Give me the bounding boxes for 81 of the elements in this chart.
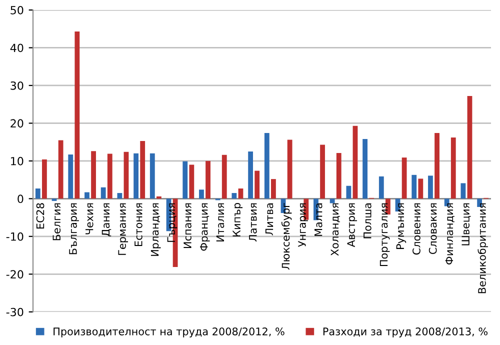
y-tick-label: 20 (10, 119, 24, 128)
x-tick-label: Полша (364, 203, 372, 238)
x-tick-label: Литва (265, 203, 274, 236)
bar (58, 140, 64, 199)
x-tick-label: Ирландия (150, 203, 161, 256)
x-tick-label: Гърция (167, 203, 178, 242)
x-tick-label: Малта (314, 203, 322, 236)
bar (91, 151, 96, 199)
bar (68, 154, 74, 199)
bar (182, 161, 188, 199)
bar (264, 133, 270, 199)
legend-label: Производителност на труда 2008/2012, % (54, 327, 284, 338)
bar (156, 196, 162, 199)
x-tick-label: България (69, 203, 79, 254)
bar (140, 140, 146, 199)
x-tick-label: Словакия (428, 203, 437, 254)
bar (199, 190, 204, 199)
bar (320, 144, 325, 199)
bar (346, 186, 352, 199)
bar (402, 158, 407, 199)
y-tick-label: -10 (6, 232, 24, 241)
x-tick-label: Люксембург (281, 202, 292, 270)
bar (134, 153, 139, 199)
x-tick-label: Естония (134, 203, 142, 246)
bar (189, 164, 194, 199)
bar (74, 32, 80, 199)
x-tick-label: Австрия (347, 203, 358, 248)
bar (330, 198, 335, 204)
x-tick-label: Словения (412, 203, 420, 255)
bar (336, 153, 342, 199)
x-tick-label: ЕС28 (36, 203, 44, 229)
bar (84, 192, 90, 199)
x-tick-label: Белгия (52, 203, 61, 240)
bar (428, 176, 433, 199)
bar (418, 178, 424, 199)
x-tick-label: Латвия (249, 203, 257, 242)
bar (287, 140, 292, 199)
bar (42, 159, 47, 199)
bar (460, 183, 466, 199)
bar (107, 154, 112, 199)
x-tick-label: Чехия (86, 203, 94, 234)
bar (467, 96, 472, 199)
bar (378, 176, 384, 199)
y-tick-label: 10 (11, 156, 24, 166)
y-tick-label: 0 (18, 194, 24, 204)
y-tick-label: -20 (6, 270, 24, 279)
x-tick-label: Финландия (445, 203, 454, 264)
x-tick-label: Франция (200, 203, 210, 251)
bar (100, 187, 106, 199)
bar (362, 139, 368, 199)
bar (248, 152, 254, 199)
bar (117, 193, 122, 199)
bar (450, 138, 456, 199)
y-tick-label: 40 (10, 44, 24, 52)
y-tick-label: -30 (6, 308, 24, 316)
bar (434, 133, 440, 199)
bar (124, 152, 129, 199)
bar (35, 188, 40, 199)
bar (254, 170, 260, 199)
x-tick-label: Унгария (298, 203, 308, 247)
x-tick-label: Италия (216, 203, 224, 242)
y-tick-label: 50 (10, 6, 24, 14)
bar (270, 179, 276, 199)
x-tick-label: Кипър (232, 203, 243, 236)
legend-label: Разходи за труд 2008/2013, % (323, 327, 488, 338)
bar (150, 153, 155, 199)
x-tick-label: Холандия (330, 203, 340, 256)
x-tick-label: Португалия (380, 203, 390, 266)
x-tick-label: Великобритания (478, 203, 488, 294)
x-tick-label: Испания (184, 203, 192, 248)
x-tick-label: Дания (102, 203, 112, 236)
x-tick-label: Германия (118, 203, 128, 255)
x-tick-label: Швеция (462, 203, 471, 246)
y-tick-label: 30 (10, 81, 24, 90)
x-tick-label: Румъния (396, 203, 406, 249)
bar (352, 126, 358, 199)
bar (222, 154, 227, 199)
bar (412, 174, 417, 199)
bar (206, 160, 210, 199)
bar (232, 193, 237, 199)
bar (238, 188, 244, 199)
